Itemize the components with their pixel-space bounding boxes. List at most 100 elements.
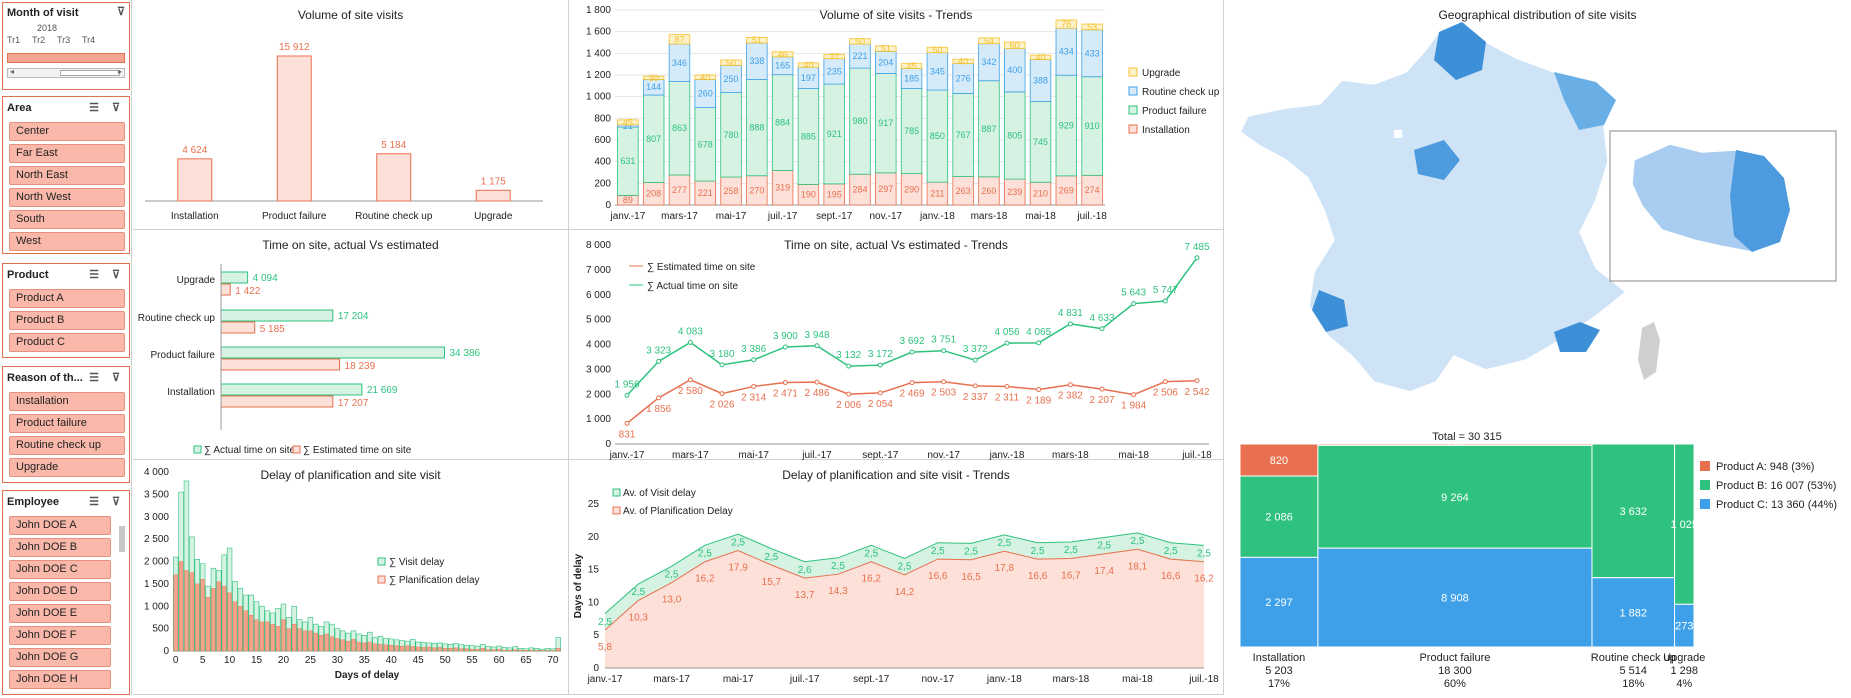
data-label: 2,5	[831, 561, 845, 572]
series-line-actual-time-on-site	[627, 258, 1197, 396]
x-tick-label: juil.-17	[767, 211, 798, 222]
data-point	[1100, 327, 1104, 331]
clear-filter-icon[interactable]: ⊽	[109, 495, 123, 509]
area-slicer-item-center[interactable]: Center	[9, 122, 125, 141]
reason-slicer-item-routine-check-up[interactable]: Routine check up	[9, 436, 125, 455]
data-label: 2 471	[773, 389, 798, 400]
data-label: 4 083	[678, 326, 703, 337]
data-label: 34 386	[450, 348, 481, 359]
planification-delay-bar	[465, 649, 469, 651]
timeline-quarter-tr3[interactable]: Tr3	[57, 35, 82, 47]
data-label: 850	[930, 131, 945, 141]
clear-filter-icon[interactable]: ⊽	[109, 268, 123, 282]
legend-swatch	[378, 558, 385, 565]
timeline-quarter-tr2[interactable]: Tr2	[32, 35, 57, 47]
data-label: 1 956	[614, 379, 639, 390]
data-label: 921	[827, 129, 842, 139]
employee-slicer-item-john-doe-h[interactable]: John DOE H	[9, 670, 111, 689]
employee-slicer-item-john-doe-e[interactable]: John DOE E	[9, 604, 111, 623]
product-slicer-item-product-c[interactable]: Product C	[9, 333, 125, 352]
data-label: 2 580	[678, 386, 703, 397]
y-tick-label: 5 000	[586, 315, 611, 326]
employee-slicer-item-john-doe-a[interactable]: John DOE A	[9, 516, 111, 535]
legend-swatch	[378, 576, 385, 583]
area-slicer-item-west[interactable]: West	[9, 232, 125, 251]
data-label: 820	[1270, 455, 1288, 467]
data-label: 5 185	[260, 324, 285, 335]
bar-estimated-routine-check-up	[221, 322, 255, 333]
data-label: 2 469	[899, 389, 924, 400]
data-point	[1037, 341, 1041, 345]
reason-slicer-item-upgrade[interactable]: Upgrade	[9, 458, 125, 477]
data-label: 4 056	[994, 327, 1019, 338]
area-slicer-item-south[interactable]: South	[9, 210, 125, 229]
multi-select-icon[interactable]: ☰	[87, 268, 101, 282]
area-slicer-item-north-west[interactable]: North West	[9, 188, 125, 207]
employee-slicer-item-john-doe-g[interactable]: John DOE G	[9, 648, 111, 667]
data-label: 165	[775, 61, 790, 71]
clear-filter-icon[interactable]: ⊽	[117, 5, 125, 18]
data-point	[1005, 385, 1009, 389]
bar-actual-installation	[221, 384, 362, 395]
data-point	[1163, 380, 1167, 384]
planification-delay-bar	[179, 562, 183, 652]
area-slicer-item-north-east[interactable]: North East	[9, 166, 125, 185]
reason-slicer-item-product-failure[interactable]: Product failure	[9, 414, 125, 433]
multi-select-icon[interactable]: ☰	[87, 495, 101, 509]
planification-delay-bar	[212, 588, 216, 651]
planification-delay-bar	[201, 579, 205, 651]
product-slicer-item-product-a[interactable]: Product A	[9, 289, 125, 308]
data-label: 208	[646, 189, 661, 199]
data-point	[1132, 393, 1136, 397]
timeline-quarter-tr4[interactable]: Tr4	[82, 35, 107, 47]
product-slicer-item-product-b[interactable]: Product B	[9, 311, 125, 330]
y-tick-label: 1 000	[586, 92, 611, 103]
multi-select-icon[interactable]: ☰	[87, 101, 101, 115]
employee-slicer-item-john-doe-c[interactable]: John DOE C	[9, 560, 111, 579]
data-point	[625, 393, 629, 397]
region-divider-shape	[1394, 130, 1402, 138]
employee-slicer-item-john-doe-f[interactable]: John DOE F	[9, 626, 111, 645]
y-tick-label: 5	[593, 630, 599, 641]
data-point	[688, 378, 692, 382]
timeline-bar[interactable]	[7, 53, 125, 63]
reason-slicer-item-installation[interactable]: Installation	[9, 392, 125, 411]
data-label: 269	[1059, 185, 1074, 195]
data-label: 3 132	[836, 350, 861, 361]
data-point	[1195, 379, 1199, 383]
legend-label: ∑ Estimated time on site	[647, 262, 756, 273]
category-label: Routine check up	[355, 211, 433, 222]
legend-swatch	[1129, 87, 1137, 95]
employee-slicer-item-john-doe-b[interactable]: John DOE B	[9, 538, 111, 557]
planification-delay-bar	[185, 570, 189, 651]
clear-filter-icon[interactable]: ⊽	[109, 101, 123, 115]
data-label: 2 297	[1265, 597, 1293, 609]
clear-filter-icon[interactable]: ⊽	[109, 371, 123, 385]
timeline-quarter-tr1[interactable]: Tr1	[7, 35, 32, 47]
data-point	[1132, 302, 1136, 306]
data-label: 4 831	[1058, 308, 1083, 319]
x-tick-label: 25	[305, 655, 317, 666]
data-label: 45	[907, 61, 917, 71]
timeline-header: Month of visit ⊽	[3, 3, 129, 23]
data-point	[783, 381, 787, 385]
data-label: 46	[778, 49, 788, 59]
planification-delay-bar	[486, 650, 490, 651]
data-label: 2 006	[836, 400, 861, 411]
y-tick-label: 10	[588, 597, 600, 608]
employee-slicer-item-john-doe-d[interactable]: John DOE D	[9, 582, 111, 601]
area-slicer-items: Center Far East North East North West South W…	[3, 122, 129, 251]
area-slicer-item-far-east[interactable]: Far East	[9, 144, 125, 163]
employee-scrollbar[interactable]	[119, 526, 125, 552]
timeline-scrollbar[interactable]: ◂ ▸	[7, 68, 125, 78]
y-tick-label: 15	[588, 565, 600, 576]
planification-delay-bar	[411, 647, 415, 651]
data-label: 16,7	[1061, 570, 1081, 581]
multi-select-icon[interactable]: ☰	[87, 371, 101, 385]
planification-delay-bar	[206, 597, 210, 651]
